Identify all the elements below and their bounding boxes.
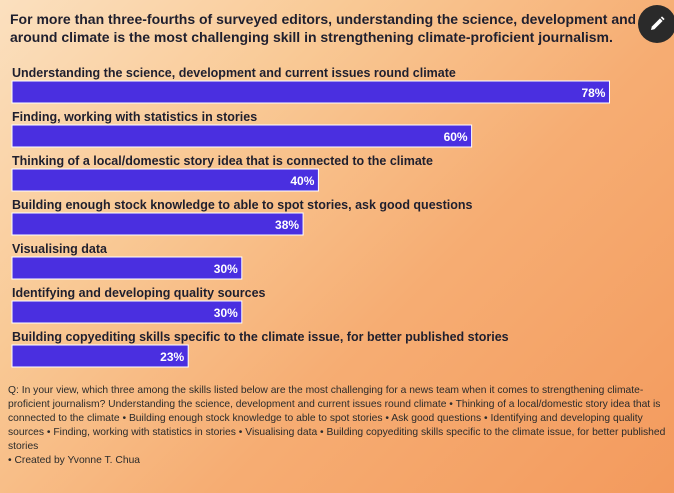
bar [11, 344, 189, 368]
category-label: Building enough stock knowledge to able … [12, 198, 473, 212]
value-label: 38% [275, 218, 299, 232]
value-label: 30% [214, 262, 238, 276]
survey-question: Q: In your view, which three among the s… [8, 385, 666, 452]
chart-title-line-1: For more than three-fourths of surveyed … [10, 11, 635, 27]
category-label: Thinking of a local/domestic story idea … [12, 154, 433, 168]
bar [11, 80, 610, 104]
bar-chart: Understanding the science, development a… [11, 66, 610, 368]
chart-title: For more than three-fourths of surveyed … [10, 10, 635, 46]
category-label: Understanding the science, development a… [12, 66, 456, 80]
value-label: 40% [290, 174, 314, 188]
bar [11, 300, 243, 324]
chart-title-line-2: around climate is the most challenging s… [10, 29, 613, 45]
category-label: Finding, working with statistics in stor… [12, 110, 257, 124]
chart-credit: • Created by Yvonne T. Chua [8, 455, 141, 466]
category-label: Visualising data [12, 242, 108, 256]
category-label: Identifying and developing quality sourc… [12, 286, 266, 300]
value-label: 23% [160, 350, 184, 364]
bar [11, 256, 243, 280]
bar [11, 168, 319, 192]
bar [11, 124, 473, 148]
value-label: 78% [581, 86, 605, 100]
value-label: 30% [214, 306, 238, 320]
pencil-icon [651, 16, 665, 30]
bar [11, 212, 304, 236]
value-label: 60% [444, 130, 468, 144]
category-label: Building copyediting skills specific to … [12, 330, 509, 344]
edit-button[interactable] [638, 5, 674, 43]
chart-footnote: Q: In your view, which three among the s… [8, 384, 668, 468]
